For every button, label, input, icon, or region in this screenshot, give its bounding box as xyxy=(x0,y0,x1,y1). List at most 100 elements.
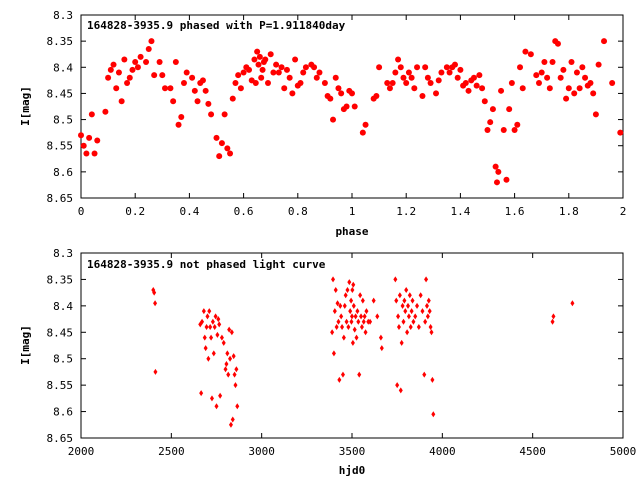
data-point xyxy=(376,64,383,71)
data-point xyxy=(211,350,216,357)
data-point xyxy=(338,302,343,309)
x-tick-label: 1.2 xyxy=(396,205,416,218)
data-point xyxy=(167,85,174,92)
data-point xyxy=(204,324,209,330)
data-point xyxy=(251,56,258,63)
data-point xyxy=(517,64,524,71)
data-point xyxy=(446,69,453,76)
data-point xyxy=(395,56,402,63)
data-point xyxy=(424,302,429,309)
x-tick-label: 3500 xyxy=(339,445,366,458)
data-point xyxy=(410,297,415,304)
data-point xyxy=(587,79,594,86)
data-point xyxy=(424,74,431,81)
data-point xyxy=(205,100,212,107)
data-point xyxy=(340,371,345,378)
data-point xyxy=(357,371,362,378)
data-point xyxy=(533,72,540,79)
data-point xyxy=(121,56,128,63)
data-point xyxy=(191,87,198,94)
data-point xyxy=(334,324,339,330)
data-point xyxy=(601,38,608,45)
data-point xyxy=(327,95,334,102)
data-point xyxy=(479,85,486,92)
data-point xyxy=(396,313,401,320)
data-point xyxy=(316,69,323,76)
data-point xyxy=(172,59,179,66)
data-point xyxy=(362,313,367,320)
data-point xyxy=(431,411,436,418)
data-point xyxy=(153,300,158,307)
data-point xyxy=(438,69,445,76)
data-point xyxy=(338,90,345,97)
data-point xyxy=(363,329,368,336)
data-point xyxy=(143,59,150,66)
data-point xyxy=(209,334,214,341)
data-point xyxy=(129,66,136,73)
data-point xyxy=(86,134,93,141)
data-point xyxy=(148,38,155,45)
data-point xyxy=(544,74,551,81)
y-tick-label: 8.5 xyxy=(53,114,73,127)
data-point xyxy=(162,85,169,92)
data-point xyxy=(235,72,242,79)
data-point xyxy=(227,326,232,333)
data-point xyxy=(595,61,602,68)
data-point xyxy=(355,308,360,315)
data-point xyxy=(414,64,421,71)
data-point xyxy=(273,61,280,68)
data-point xyxy=(297,79,304,86)
data-point xyxy=(403,79,410,86)
data-point xyxy=(519,85,526,92)
data-point xyxy=(231,353,236,360)
y-tick-label: 8.45 xyxy=(47,87,74,100)
data-point xyxy=(339,313,344,320)
data-point xyxy=(311,64,318,71)
y-tick-label: 8.45 xyxy=(47,326,74,339)
data-point xyxy=(202,334,207,341)
data-point xyxy=(221,111,228,118)
data-point xyxy=(582,74,589,81)
data-point xyxy=(278,64,285,71)
data-point xyxy=(354,334,359,341)
data-point xyxy=(159,72,166,79)
data-point xyxy=(570,300,575,307)
data-point xyxy=(392,69,399,76)
data-point xyxy=(207,308,212,315)
y-axis-label: I[mag] xyxy=(19,325,32,365)
data-point xyxy=(202,87,209,94)
x-tick-label: 0 xyxy=(78,205,85,218)
data-point xyxy=(350,313,354,320)
data-point xyxy=(346,324,351,330)
data-point xyxy=(228,355,233,362)
y-tick-label: 8.65 xyxy=(47,192,74,205)
data-point xyxy=(511,127,518,134)
data-point xyxy=(175,121,182,128)
x-tick-label: 1.6 xyxy=(505,205,525,218)
data-point xyxy=(219,334,224,341)
data-point xyxy=(252,79,259,86)
data-point xyxy=(331,350,336,357)
data-point xyxy=(393,276,398,283)
data-point xyxy=(344,318,349,325)
data-point xyxy=(359,324,364,330)
data-point xyxy=(200,318,205,325)
data-point xyxy=(208,111,215,118)
data-point xyxy=(170,98,177,105)
data-point xyxy=(495,168,502,175)
x-tick-label: 0.8 xyxy=(288,205,308,218)
data-point xyxy=(235,403,240,410)
data-point xyxy=(428,324,433,330)
data-point xyxy=(425,313,430,320)
data-point xyxy=(404,287,409,293)
data-point xyxy=(347,279,352,286)
data-point xyxy=(153,368,158,375)
data-point xyxy=(259,66,266,73)
data-point xyxy=(102,108,109,115)
data-point xyxy=(451,61,458,68)
data-point xyxy=(213,134,220,141)
x-tick-label: 2500 xyxy=(158,445,185,458)
data-point xyxy=(246,66,253,73)
x-axis-label: phase xyxy=(335,225,368,238)
data-point xyxy=(209,395,214,402)
